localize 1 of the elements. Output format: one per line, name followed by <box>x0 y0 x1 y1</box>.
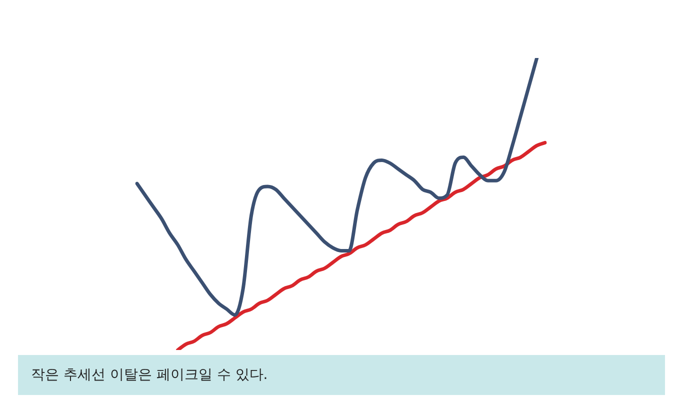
text: 작은 추세선 이탈은 페이크일 수 있다. <box>30 366 269 384</box>
